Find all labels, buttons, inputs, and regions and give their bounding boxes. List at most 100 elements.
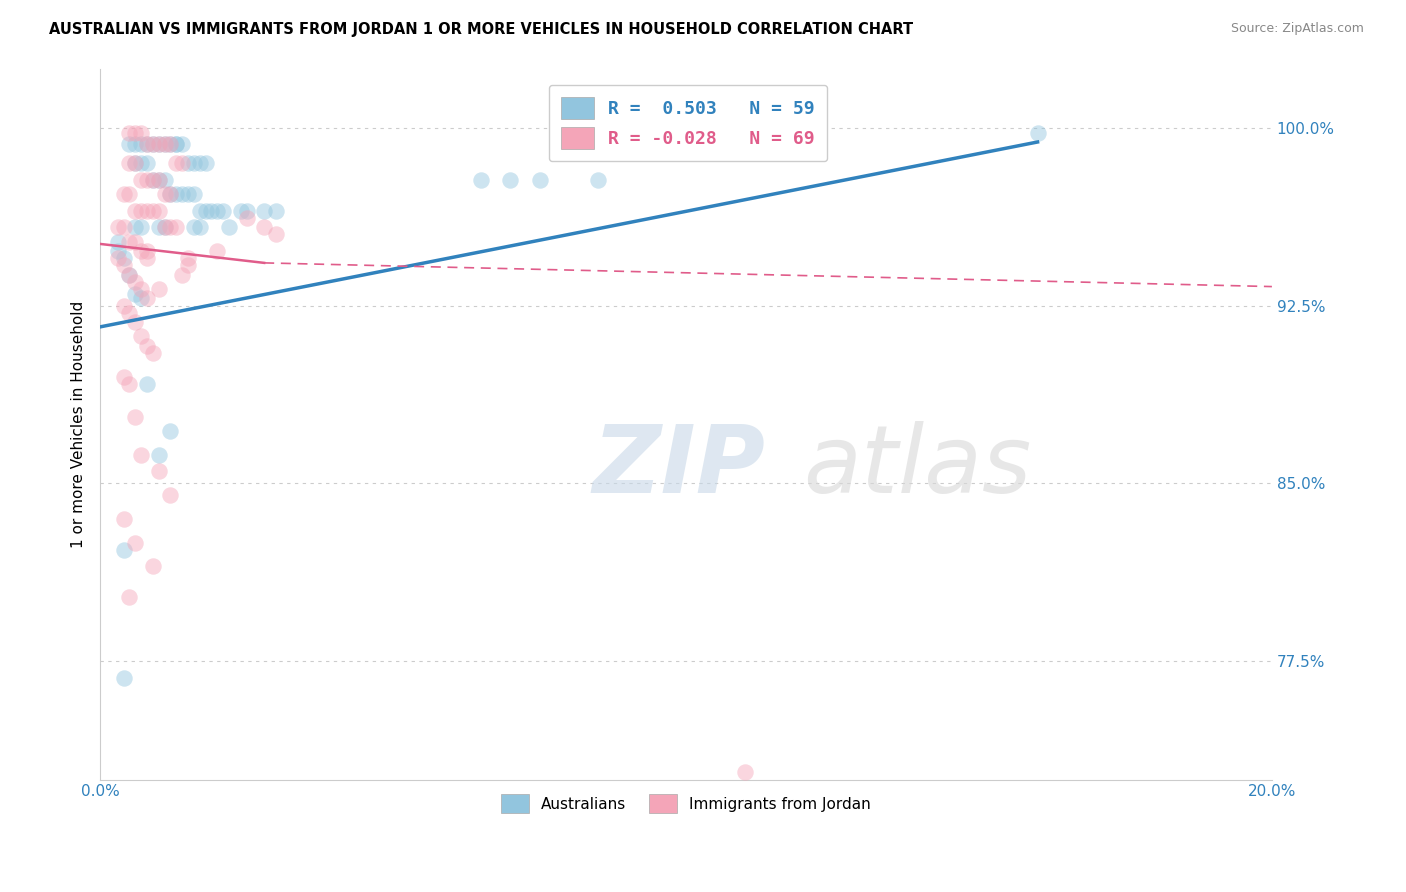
Point — [142, 346, 165, 360]
Point — [136, 137, 159, 152]
Point — [118, 156, 141, 170]
Point — [142, 137, 165, 152]
Point — [129, 137, 152, 152]
Point — [112, 299, 135, 313]
Point — [165, 156, 187, 170]
Point — [207, 244, 229, 258]
Point — [148, 137, 170, 152]
Point — [129, 292, 152, 306]
Point — [159, 488, 181, 502]
Point — [124, 315, 146, 329]
Point — [188, 156, 211, 170]
Point — [129, 329, 152, 343]
Point — [118, 268, 141, 282]
Point — [118, 306, 141, 320]
Point — [107, 220, 129, 235]
Point — [165, 137, 187, 152]
Point — [153, 220, 176, 235]
Point — [136, 376, 159, 391]
Point — [165, 137, 187, 152]
Point — [118, 187, 141, 202]
Y-axis label: 1 or more Vehicles in Household: 1 or more Vehicles in Household — [72, 301, 86, 548]
Point — [136, 203, 159, 218]
Point — [124, 409, 146, 424]
Point — [159, 187, 181, 202]
Point — [177, 258, 200, 272]
Point — [235, 211, 257, 225]
Point — [112, 187, 135, 202]
Point — [118, 590, 141, 604]
Text: AUSTRALIAN VS IMMIGRANTS FROM JORDAN 1 OR MORE VEHICLES IN HOUSEHOLD CORRELATION: AUSTRALIAN VS IMMIGRANTS FROM JORDAN 1 O… — [49, 22, 914, 37]
Point — [183, 220, 205, 235]
Point — [212, 203, 235, 218]
Point — [129, 126, 152, 140]
Point — [159, 220, 181, 235]
Point — [142, 137, 165, 152]
Point — [107, 251, 129, 265]
Point — [142, 559, 165, 574]
Point — [235, 203, 257, 218]
Point — [165, 187, 187, 202]
Point — [586, 173, 609, 187]
Point — [148, 220, 170, 235]
Text: atlas: atlas — [803, 421, 1032, 512]
Point — [129, 173, 152, 187]
Point — [153, 137, 176, 152]
Point — [153, 137, 176, 152]
Point — [172, 137, 194, 152]
Point — [153, 220, 176, 235]
Point — [229, 203, 252, 218]
Point — [159, 137, 181, 152]
Point — [107, 235, 129, 249]
Point — [136, 339, 159, 353]
Point — [136, 292, 159, 306]
Point — [153, 187, 176, 202]
Point — [136, 173, 159, 187]
Point — [112, 542, 135, 557]
Point — [529, 173, 551, 187]
Point — [148, 465, 170, 479]
Point — [129, 282, 152, 296]
Point — [118, 126, 141, 140]
Point — [177, 251, 200, 265]
Point — [118, 268, 141, 282]
Point — [172, 187, 194, 202]
Point — [124, 126, 146, 140]
Text: Source: ZipAtlas.com: Source: ZipAtlas.com — [1230, 22, 1364, 36]
Point — [112, 251, 135, 265]
Point — [124, 156, 146, 170]
Point — [153, 173, 176, 187]
Point — [136, 251, 159, 265]
Point — [264, 203, 287, 218]
Point — [165, 220, 187, 235]
Point — [159, 187, 181, 202]
Point — [148, 173, 170, 187]
Point — [129, 156, 152, 170]
Point — [177, 156, 200, 170]
Point — [124, 286, 146, 301]
Point — [124, 220, 146, 235]
Point — [112, 671, 135, 685]
Point — [124, 203, 146, 218]
Point — [129, 220, 152, 235]
Point — [148, 448, 170, 462]
Point — [107, 244, 129, 258]
Point — [148, 203, 170, 218]
Point — [177, 187, 200, 202]
Point — [253, 203, 276, 218]
Point — [142, 173, 165, 187]
Point — [136, 244, 159, 258]
Point — [118, 235, 141, 249]
Point — [124, 275, 146, 289]
Point — [264, 227, 287, 242]
Point — [129, 203, 152, 218]
Point — [112, 512, 135, 526]
Point — [142, 173, 165, 187]
Point — [194, 203, 217, 218]
Text: ZIP: ZIP — [592, 421, 765, 513]
Point — [183, 187, 205, 202]
Point — [200, 203, 222, 218]
Point — [136, 156, 159, 170]
Point — [218, 220, 240, 235]
Point — [129, 244, 152, 258]
